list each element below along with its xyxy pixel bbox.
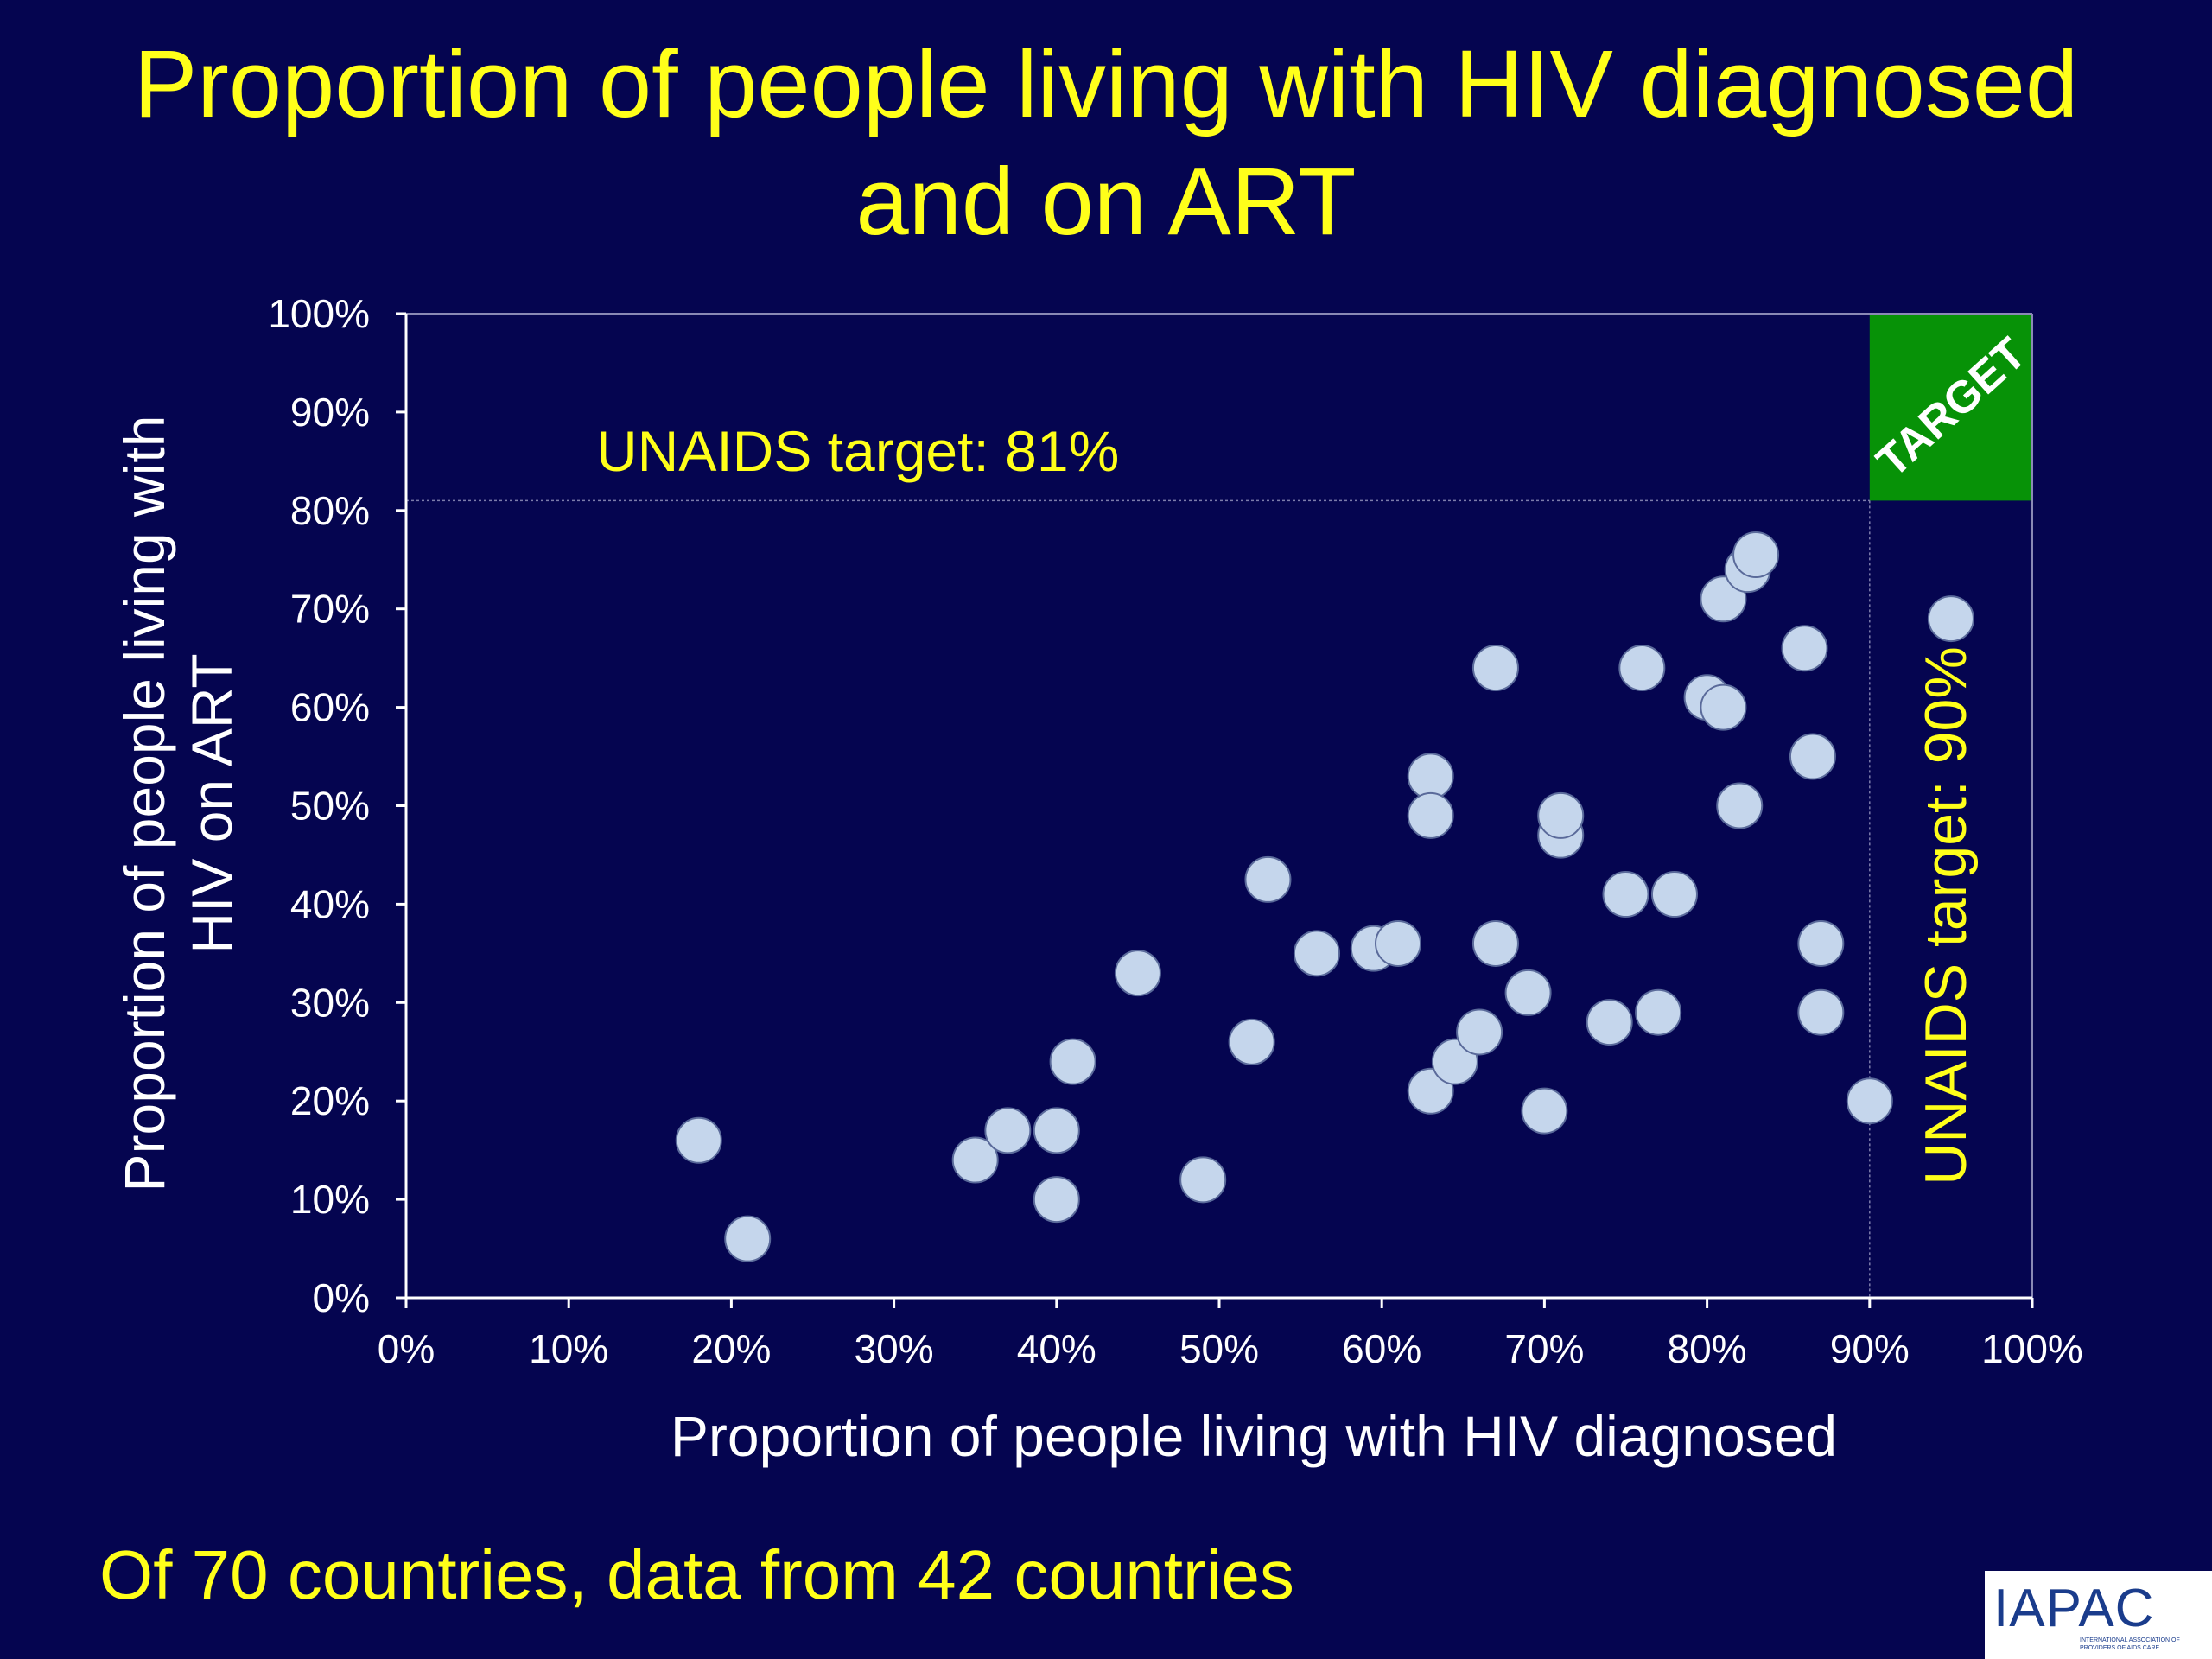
y-tick-label: 0% — [313, 1275, 370, 1320]
annotation-x-target: UNAIDS target: 90% — [1913, 646, 1979, 1185]
target-region — [1869, 314, 2032, 501]
y-tick-label: 40% — [290, 881, 370, 926]
data-point — [1504, 969, 1552, 1016]
y-tick-label: 90% — [290, 390, 370, 435]
x-tick-label: 70% — [1504, 1326, 1584, 1371]
data-point — [1716, 782, 1764, 830]
annotation-y-target: UNAIDS target: 81% — [596, 419, 1119, 483]
data-point — [1049, 1038, 1096, 1085]
data-point — [1618, 645, 1666, 692]
x-tick-label: 10% — [529, 1326, 608, 1371]
data-point — [1471, 645, 1519, 692]
data-point — [1732, 531, 1780, 579]
y-tick-label: 80% — [290, 488, 370, 533]
x-tick-label: 60% — [1342, 1326, 1421, 1371]
logo-text: IAPAC — [1993, 1579, 2155, 1638]
y-tick-label: 60% — [290, 685, 370, 730]
footnote: Of 70 countries, data from 42 countries — [99, 1536, 1294, 1613]
y-tick-label: 50% — [290, 784, 370, 829]
slide-title-line-1: Proportion of people living with HIV dia… — [133, 31, 2079, 137]
x-tick-label: 20% — [691, 1326, 771, 1371]
data-point — [1179, 1156, 1227, 1204]
data-point — [1797, 919, 1845, 967]
data-point — [1927, 595, 1974, 643]
data-point — [1228, 1018, 1275, 1065]
data-point — [1700, 683, 1747, 731]
x-tick-label: 50% — [1179, 1326, 1259, 1371]
data-point — [1586, 999, 1633, 1046]
data-point — [1407, 791, 1454, 839]
y-tick-label: 20% — [290, 1078, 370, 1123]
data-point — [1456, 1008, 1503, 1056]
data-point — [1635, 988, 1682, 1036]
data-point — [1789, 733, 1836, 780]
y-axis-title-line: HIV on ART — [180, 653, 244, 953]
data-point — [1375, 919, 1422, 967]
data-point — [1846, 1077, 1893, 1125]
x-tick-label: 0% — [378, 1326, 435, 1371]
data-point — [1033, 1176, 1080, 1224]
data-point — [1521, 1087, 1568, 1135]
x-tick-label: 80% — [1668, 1326, 1747, 1371]
data-point — [1471, 919, 1519, 967]
y-tick-label: 70% — [290, 587, 370, 632]
data-point — [1797, 988, 1845, 1036]
data-point — [951, 1136, 999, 1184]
x-tick-label: 40% — [1017, 1326, 1096, 1371]
data-point — [1602, 871, 1649, 918]
data-point — [675, 1116, 722, 1164]
x-tick-label: 90% — [1830, 1326, 1910, 1371]
x-tick-label: 30% — [855, 1326, 934, 1371]
slide-title: Proportion of people living with HIV dia… — [0, 26, 2212, 261]
data-point — [1293, 930, 1340, 977]
data-point — [1244, 855, 1292, 903]
y-tick-label: 100% — [268, 291, 370, 336]
x-tick-label: 100% — [1981, 1326, 2083, 1371]
data-point — [1781, 625, 1828, 672]
y-axis-title-line: Proportion of people living with — [112, 416, 176, 1192]
data-point — [1650, 871, 1698, 918]
y-tick-label: 10% — [290, 1177, 370, 1222]
slide-title-line-2: and on ART — [855, 149, 1357, 255]
data-point — [724, 1215, 772, 1262]
data-point — [1407, 753, 1454, 800]
x-axis-title: Proportion of people living with HIV dia… — [671, 1404, 1837, 1468]
iapac-logo: IAPAC INTERNATIONAL ASSOCIATION OF PROVI… — [1985, 1571, 2212, 1659]
data-point — [1033, 1107, 1080, 1154]
data-point — [984, 1107, 1032, 1154]
logo-subtext: INTERNATIONAL ASSOCIATION OF PROVIDERS O… — [2080, 1637, 2180, 1651]
data-point — [1114, 950, 1161, 997]
data-point — [1537, 791, 1585, 839]
y-tick-label: 30% — [290, 980, 370, 1025]
